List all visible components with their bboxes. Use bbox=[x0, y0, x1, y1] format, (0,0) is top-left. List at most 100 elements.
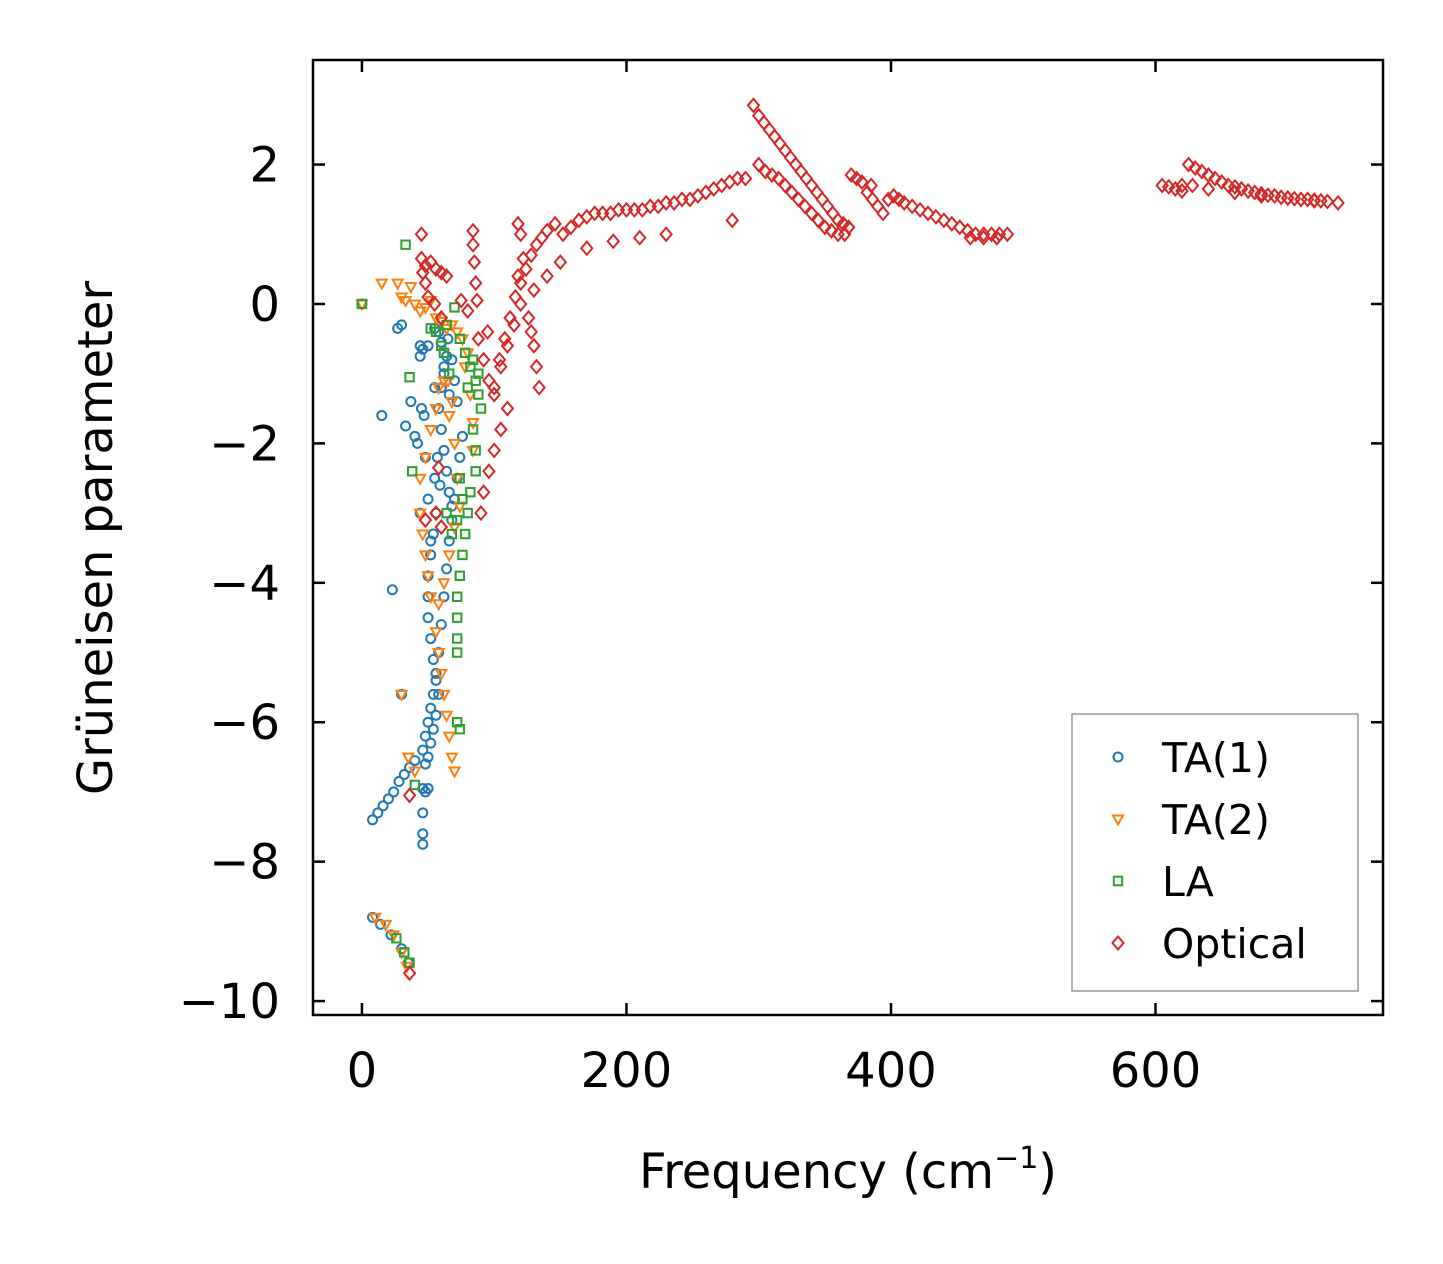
data-point bbox=[386, 584, 398, 596]
data-point bbox=[521, 309, 536, 326]
data-point bbox=[527, 337, 541, 354]
data-point bbox=[855, 173, 869, 191]
data-point bbox=[606, 233, 621, 250]
data-point bbox=[379, 919, 393, 932]
data-point bbox=[976, 229, 991, 246]
data-point bbox=[417, 828, 429, 840]
legend-marker bbox=[1111, 814, 1125, 827]
data-point bbox=[443, 535, 455, 547]
data-point bbox=[443, 389, 455, 401]
data-point bbox=[444, 368, 455, 379]
data-point bbox=[513, 295, 528, 313]
data-point bbox=[540, 222, 554, 239]
data-point bbox=[468, 275, 483, 292]
data-point bbox=[462, 507, 473, 519]
data-point bbox=[1175, 177, 1189, 194]
data-point bbox=[487, 386, 502, 403]
data-point bbox=[1181, 156, 1196, 173]
data-point bbox=[408, 299, 422, 312]
data-point bbox=[396, 319, 408, 331]
legend-marker bbox=[1111, 934, 1125, 952]
data-point bbox=[425, 633, 437, 645]
data-point bbox=[738, 170, 753, 187]
plot-frame bbox=[311, 58, 1385, 1017]
data-point bbox=[401, 752, 415, 765]
data-point bbox=[751, 156, 766, 173]
data-point bbox=[519, 261, 533, 278]
data-point bbox=[441, 507, 452, 519]
data-point bbox=[454, 451, 466, 463]
y-tick-label: 2 bbox=[249, 138, 280, 194]
data-point bbox=[470, 466, 481, 477]
x-tick-label: 600 bbox=[1110, 1043, 1202, 1099]
legend-items: TA(1) TA(2) LA Optical bbox=[1111, 734, 1307, 968]
data-point bbox=[467, 254, 482, 271]
legend-label: TA(2) bbox=[1161, 796, 1270, 844]
data-point bbox=[791, 191, 806, 208]
data-point bbox=[438, 444, 450, 456]
data-point bbox=[418, 550, 433, 563]
data-point bbox=[368, 912, 382, 925]
data-point bbox=[382, 793, 394, 805]
legend: TA(1) TA(2) LA Optical bbox=[1071, 713, 1359, 992]
data-point bbox=[454, 570, 466, 582]
data-point bbox=[446, 354, 458, 366]
data-point bbox=[804, 205, 819, 222]
data-point bbox=[418, 512, 433, 529]
data-point bbox=[390, 278, 405, 291]
data-point bbox=[408, 766, 422, 779]
data-point bbox=[425, 535, 437, 547]
data-point bbox=[372, 807, 384, 819]
data-point bbox=[418, 302, 433, 316]
legend-label: TA(1) bbox=[1161, 734, 1270, 782]
data-point bbox=[415, 403, 427, 415]
data-point bbox=[417, 838, 429, 850]
data-point bbox=[960, 222, 975, 239]
data-point bbox=[548, 215, 562, 232]
data-markers bbox=[355, 97, 1345, 982]
data-point bbox=[532, 379, 546, 396]
data-point bbox=[876, 205, 890, 222]
data-point bbox=[409, 430, 421, 442]
data-point bbox=[527, 281, 541, 299]
data-point bbox=[470, 445, 481, 456]
data-point bbox=[500, 337, 515, 354]
data-point bbox=[405, 396, 417, 408]
data-point bbox=[429, 627, 443, 640]
data-point bbox=[451, 591, 463, 602]
data-point bbox=[897, 194, 912, 211]
data-point bbox=[1175, 183, 1189, 200]
data-point bbox=[945, 215, 959, 232]
data-point bbox=[1254, 187, 1269, 204]
data-point bbox=[435, 423, 447, 435]
data-point bbox=[425, 702, 437, 714]
data-point bbox=[421, 288, 435, 306]
data-point bbox=[388, 786, 400, 798]
data-point bbox=[391, 933, 402, 944]
data-point bbox=[404, 957, 415, 968]
data-point bbox=[632, 229, 647, 246]
data-point bbox=[409, 779, 421, 791]
data-point bbox=[476, 351, 491, 368]
data-point bbox=[818, 219, 832, 236]
data-point bbox=[421, 571, 435, 584]
data-point bbox=[451, 647, 463, 658]
x-tick-label: 400 bbox=[845, 1043, 937, 1099]
data-point bbox=[437, 689, 451, 702]
y-tick-label: −10 bbox=[179, 974, 280, 1030]
data-point bbox=[824, 222, 839, 239]
data-point bbox=[429, 505, 443, 522]
data-point bbox=[431, 648, 446, 661]
data-point bbox=[454, 723, 466, 735]
data-point bbox=[798, 198, 812, 215]
data-point bbox=[454, 473, 466, 484]
data-point bbox=[422, 612, 434, 624]
data-point bbox=[427, 653, 439, 665]
data-point bbox=[445, 752, 459, 765]
data-point bbox=[422, 493, 434, 505]
data-point bbox=[375, 278, 389, 291]
data-point bbox=[398, 295, 413, 309]
data-point bbox=[524, 323, 539, 340]
data-point bbox=[446, 514, 458, 526]
